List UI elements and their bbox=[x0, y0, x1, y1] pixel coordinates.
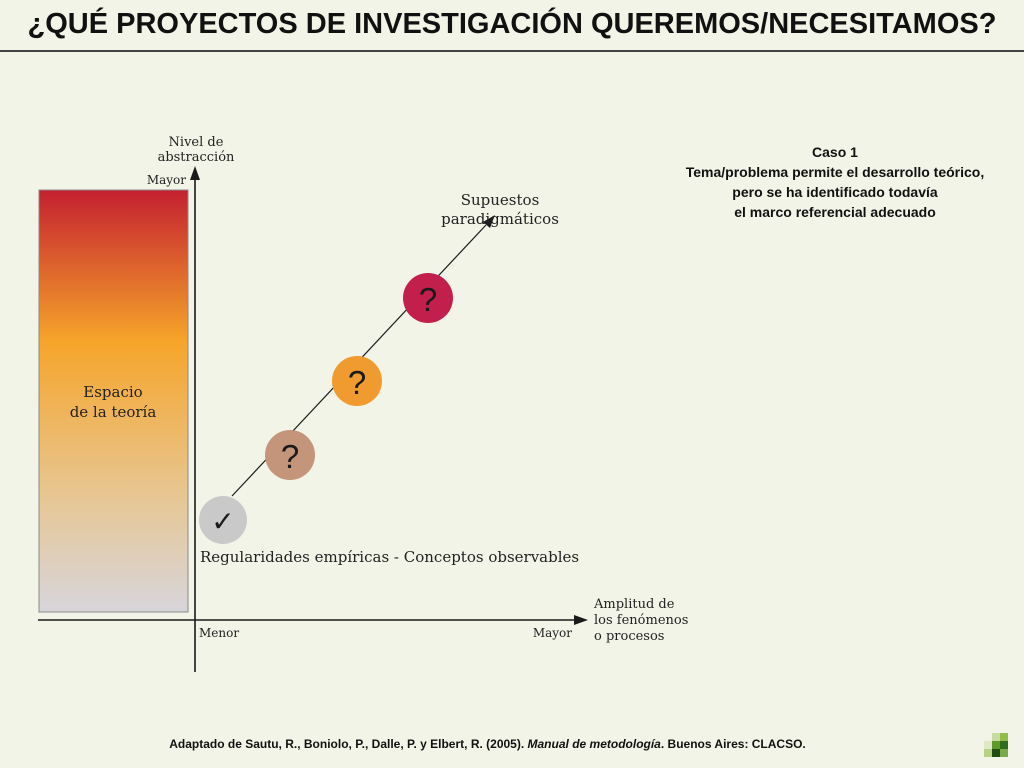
title-divider bbox=[0, 50, 1024, 52]
x-axis-title-line3: o procesos bbox=[594, 629, 664, 644]
theory-space-bar bbox=[38, 189, 189, 613]
marker-question-2-circle bbox=[332, 356, 382, 406]
x-axis-arrow-icon bbox=[574, 615, 588, 625]
citation-footer: Adaptado de Sautu, R., Boniolo, P., Dall… bbox=[0, 737, 975, 751]
marker-check-circle bbox=[199, 496, 247, 544]
y-axis-top-label: Mayor bbox=[147, 173, 186, 187]
x-axis-title-line2: los fenómenos bbox=[594, 613, 688, 628]
case-line-4: el marco referencial adecuado bbox=[734, 204, 936, 220]
citation-prefix: Adaptado de Sautu, R., Boniolo, P., Dall… bbox=[169, 737, 528, 751]
question-icon: ? bbox=[348, 364, 366, 401]
y-axis-arrow-icon bbox=[190, 166, 200, 180]
case-line-2: Tema/problema permite el desarrollo teór… bbox=[685, 164, 985, 180]
case-line-3: pero se ha identificado todavía bbox=[732, 184, 938, 200]
citation-suffix: . Buenos Aires: CLACSO. bbox=[660, 737, 806, 751]
marker-question-2: ? bbox=[332, 356, 382, 406]
x-axis-left-label: Menor bbox=[199, 626, 239, 640]
diagonal-arrow-icon bbox=[483, 215, 495, 228]
case-title: Caso 1 bbox=[812, 144, 858, 160]
regularidades-label: Regularidades empíricas - Conceptos obse… bbox=[200, 548, 579, 566]
x-axis-title-line1: Amplitud de bbox=[593, 597, 675, 612]
y-axis-title-line2: abstracción bbox=[158, 150, 235, 165]
case-description: Caso 1 Tema/problema permite el desarrol… bbox=[650, 142, 1020, 222]
theory-space-label-line2: de la teoría bbox=[70, 403, 157, 421]
supuestos-label-line2: paradigmáticos bbox=[441, 210, 559, 228]
x-axis-right-label: Mayor bbox=[533, 626, 572, 640]
logo-icon bbox=[984, 733, 1008, 757]
theory-space-label-line1: Espacio bbox=[83, 383, 142, 401]
y-axis-title-line1: Nivel de bbox=[169, 135, 224, 150]
citation-book-title: Manual de metodología bbox=[527, 737, 661, 751]
question-icon: ? bbox=[281, 438, 299, 475]
marker-question-1-circle bbox=[265, 430, 315, 480]
page-title: ¿QUÉ PROYECTOS DE INVESTIGACIÓN QUEREMOS… bbox=[27, 8, 997, 40]
supuestos-label-line1: Supuestos bbox=[461, 191, 540, 209]
marker-question-3-circle bbox=[403, 273, 453, 323]
marker-question-3: ? bbox=[403, 273, 453, 323]
marker-question-1: ? bbox=[265, 430, 315, 480]
check-icon: ✓ bbox=[211, 505, 234, 538]
marker-check: ✓ bbox=[199, 496, 247, 544]
question-icon: ? bbox=[419, 281, 437, 318]
